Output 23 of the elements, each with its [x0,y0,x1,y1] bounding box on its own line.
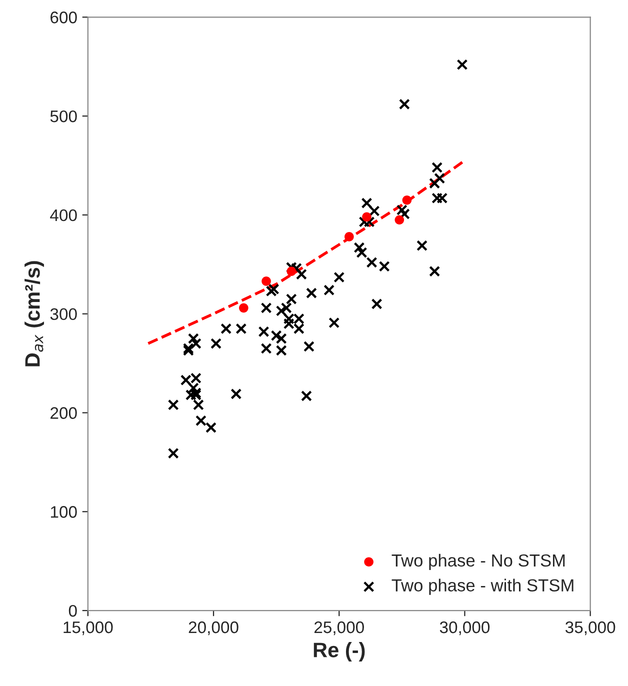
point [344,232,354,242]
y-tick-label: 500 [50,110,77,122]
x-tick-label: 25,000 [314,621,364,636]
point [286,266,296,276]
x-tick-label: 15,000 [64,621,113,636]
y-axis-title: D$_{ax}$ (cm²/s) [24,261,44,366]
y-tick-label: 300 [50,308,77,320]
y-tick-label: 400 [50,209,77,222]
y-tick-label: 100 [50,506,77,518]
point [362,212,372,222]
point [239,303,248,313]
legend-label: Two phase - No STSM [392,554,565,570]
y-tick-label: 600 [50,12,77,24]
x-axis-title: Re (-) [314,642,365,662]
x-tick-label: 20,000 [188,621,238,636]
legend-label: Two phase - with STSM [392,578,574,595]
y-tick-label: 200 [50,407,77,419]
point [262,276,271,286]
point [394,215,404,225]
x-tick-label: 30,000 [440,621,490,636]
y-tick-label: 0 [68,604,77,617]
x-tick-label: 35,000 [565,621,616,636]
point [402,195,412,205]
